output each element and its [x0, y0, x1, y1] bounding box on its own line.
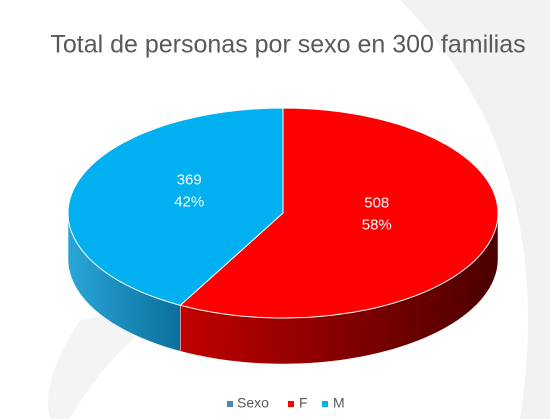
data-label: 508: [364, 195, 389, 212]
data-label: 369: [177, 171, 202, 188]
legend-label: F: [299, 395, 308, 411]
data-label: 58%: [362, 217, 392, 234]
legend-marker: [227, 401, 233, 407]
legend-marker: [322, 401, 328, 407]
decor: [48, 300, 200, 419]
slice: [179, 107, 499, 319]
legend-label: Sexo: [237, 395, 269, 411]
legend-marker: [288, 401, 294, 407]
legend-label: M: [333, 395, 345, 411]
decor: [400, 0, 550, 419]
chart-title: Total de personas por sexo en 300 famili…: [50, 31, 525, 59]
slice: [67, 107, 284, 306]
data-label: 42%: [174, 193, 204, 210]
